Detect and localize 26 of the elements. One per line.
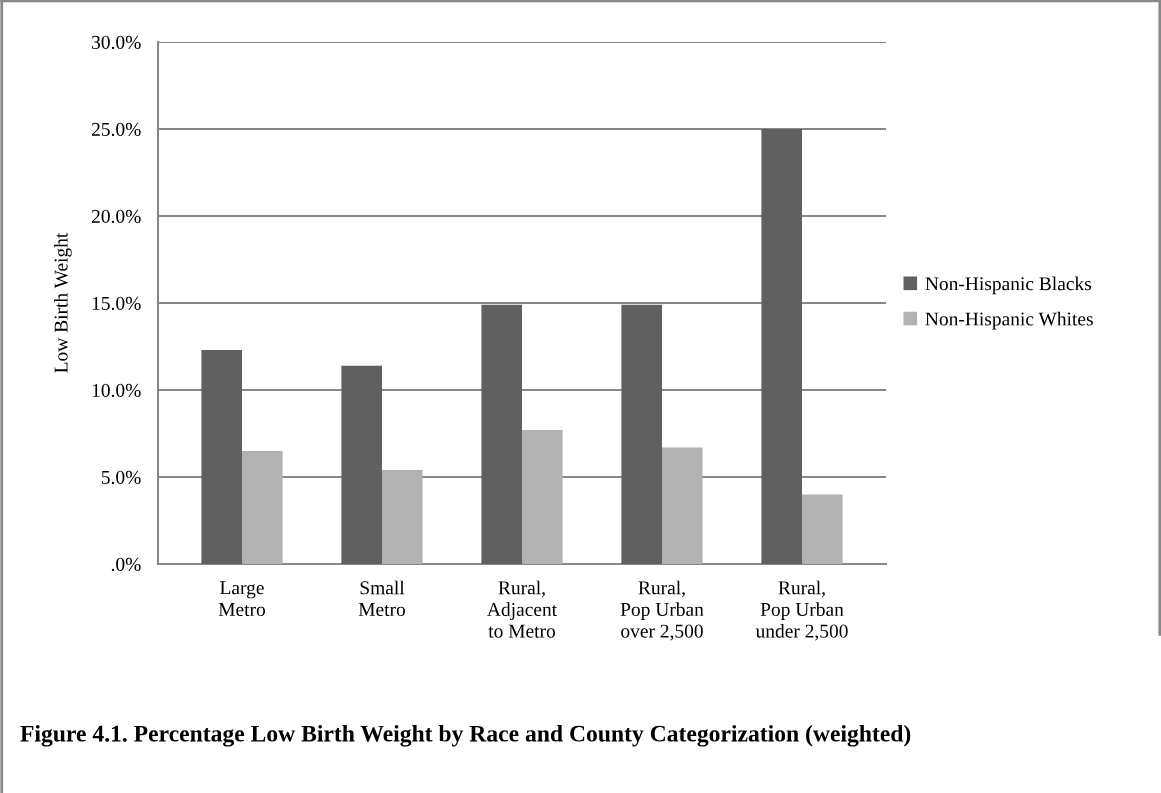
x-tick-label: Rural, Adjacent to Metro (487, 580, 557, 638)
x-tick-label: Large Metro (218, 581, 266, 617)
y-tick-label: 15.0% (92, 296, 141, 311)
bar (201, 349, 242, 564)
y-tick-label: 5.0% (101, 470, 141, 485)
text: Figure 4.1. Percentage Low Birth Weight by Race and County Categorization (weighted) (20, 725, 911, 747)
x-tick-label: Small Metro (358, 580, 406, 617)
bar (522, 430, 563, 564)
bar (242, 450, 283, 564)
y-axis-title: Low Birth Weight (53, 232, 72, 373)
y-tick-label: 10.0% (92, 383, 141, 398)
y-tick-label: 30.0% (92, 35, 141, 50)
bar (662, 447, 703, 564)
bar (761, 129, 802, 564)
bar (802, 494, 843, 564)
y-tick-label: .0% (111, 557, 141, 572)
bar (341, 365, 382, 564)
y-tick-label: 25.0% (91, 122, 141, 137)
bar (382, 470, 423, 564)
x-tick-label: Rural, Pop Urban under 2,500 (755, 580, 848, 641)
legend-label: Non-Hispanic Blacks (925, 276, 1092, 295)
bar (621, 304, 662, 564)
bar (481, 304, 522, 564)
x-tick-label: Rural, Pop Urban over 2,500 (620, 580, 704, 641)
y-tick-label: 20.0% (91, 209, 141, 224)
legend-label: Non-Hispanic Whites (925, 311, 1093, 330)
